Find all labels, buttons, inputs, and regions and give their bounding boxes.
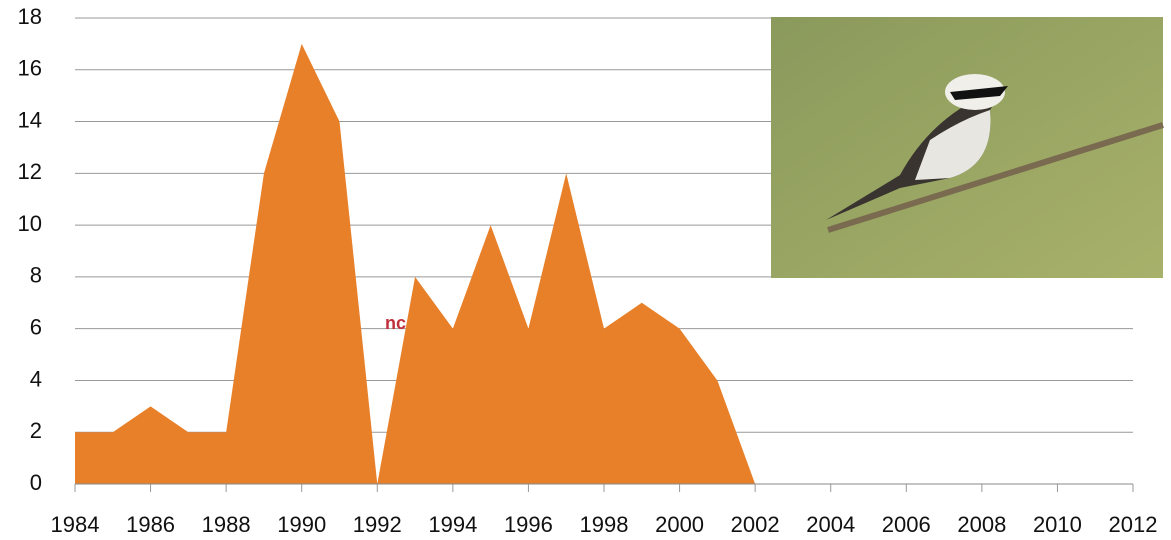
area	[75, 43, 756, 485]
x-tick-label: 2008	[957, 512, 1006, 537]
y-tick-label: 16	[18, 56, 42, 81]
y-tick-label: 8	[30, 263, 42, 288]
x-tick-label: 2006	[882, 512, 931, 537]
x-tick-label: 2000	[655, 512, 704, 537]
y-tick-label: 4	[30, 366, 42, 391]
x-tick-label: 1992	[353, 512, 402, 537]
x-tick-label: 1988	[202, 512, 251, 537]
y-tick-label: 10	[18, 211, 42, 236]
x-tick-label: 1998	[580, 512, 629, 537]
x-tick-label: 1986	[126, 512, 175, 537]
x-tick-label: 2002	[731, 512, 780, 537]
y-tick-label: 18	[18, 4, 42, 29]
x-tick-label: 1994	[428, 512, 477, 537]
x-tick-label: 1984	[51, 512, 100, 537]
bird-photo	[771, 17, 1164, 278]
y-tick-label: 0	[30, 470, 42, 495]
x-tick-label: 1990	[277, 512, 326, 537]
y-tick-label: 12	[18, 159, 42, 184]
y-tick-label: 14	[18, 107, 42, 132]
annotation: nc	[385, 313, 406, 333]
x-tick-label: 2004	[806, 512, 855, 537]
y-tick-label: 2	[30, 418, 42, 443]
y-tick-label: 6	[30, 314, 42, 339]
x-tick-label: 2012	[1109, 512, 1158, 537]
x-tick-label: 2010	[1033, 512, 1082, 537]
x-tick-label: 1996	[504, 512, 553, 537]
